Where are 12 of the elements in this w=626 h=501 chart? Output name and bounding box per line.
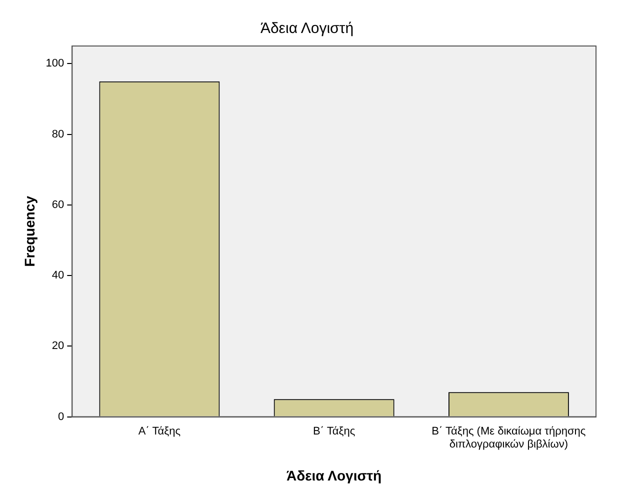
y-tick-label: 20	[52, 340, 64, 352]
chart-title: Άδεια Λογιστή	[260, 20, 354, 38]
y-axis-title: Frequency	[21, 196, 38, 267]
y-tick-label: 60	[52, 198, 64, 211]
x-tick-label: Α΄ Τάξης	[138, 425, 180, 438]
x-tick-label: Β΄ Τάξης (Με δικαίωμα τήρησης διπλογραφικών βιβλίων)	[432, 425, 586, 451]
y-tick-label: 80	[52, 128, 64, 140]
y-tick-label: 40	[52, 270, 64, 282]
y-tick-label: 0	[58, 410, 64, 423]
x-axis-title: Άδεια Λογιστή	[286, 467, 382, 484]
y-tick-label: 100	[46, 58, 64, 70]
x-tick-label: Β΄ Τάξης	[313, 425, 356, 438]
